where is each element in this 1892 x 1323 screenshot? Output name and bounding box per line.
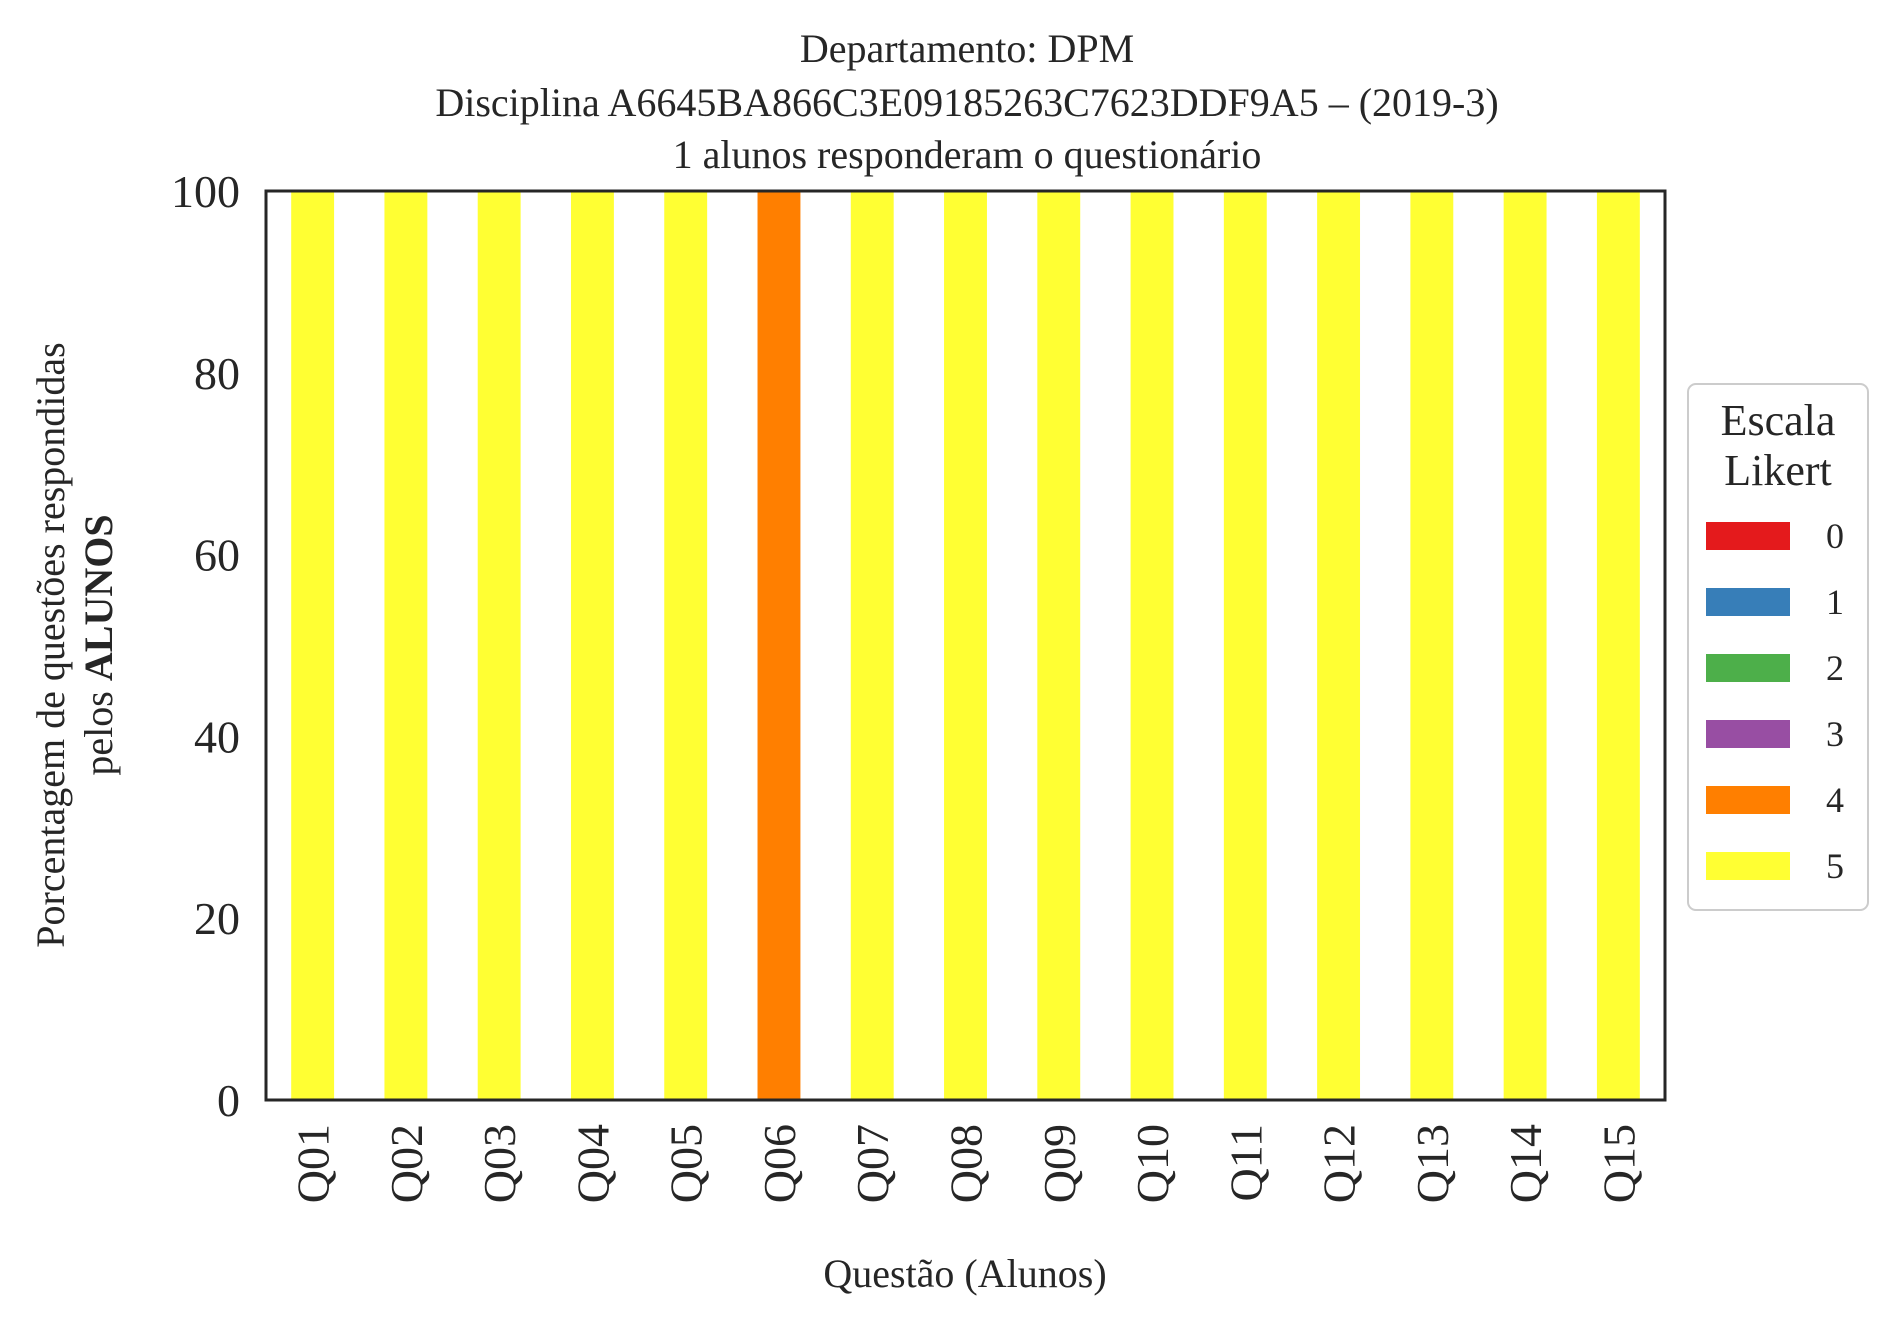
legend-label-2: 2 bbox=[1826, 648, 1844, 688]
y-axis-label-prefix: pelos bbox=[76, 681, 121, 775]
chart-title: Departamento: DPM Disciplina A6645BA866C… bbox=[435, 26, 1498, 177]
y-axis-label-bold: ALUNOS bbox=[76, 514, 121, 681]
title-line-3: 1 alunos responderam o questionário bbox=[673, 132, 1262, 177]
x-tick-label: Q09 bbox=[1034, 1124, 1085, 1203]
legend-swatch-4 bbox=[1706, 786, 1790, 814]
x-tick-label: Q07 bbox=[847, 1124, 898, 1203]
legend-label-0: 0 bbox=[1826, 516, 1844, 556]
legend-title-line-1: Escala bbox=[1721, 396, 1836, 445]
y-axis-label-line-2: pelos ALUNOS bbox=[76, 514, 121, 775]
bar-q03-level-5 bbox=[477, 191, 521, 1100]
legend-label-3: 3 bbox=[1826, 714, 1844, 754]
bar-q15-level-5 bbox=[1596, 191, 1640, 1100]
bar-q05-level-5 bbox=[664, 191, 708, 1100]
legend: Escala Likert 0 1 2 3 4 5 bbox=[1687, 383, 1869, 911]
legend-swatch-3 bbox=[1706, 720, 1790, 748]
title-line-1: Departamento: DPM bbox=[800, 26, 1134, 71]
y-tick-label: 0 bbox=[217, 1075, 240, 1126]
plot-frame bbox=[264, 189, 1667, 1102]
bars-group bbox=[291, 191, 1640, 1100]
bar-q09-level-5 bbox=[1037, 191, 1081, 1100]
legend-items: 0 1 2 3 4 5 bbox=[1706, 516, 1844, 886]
bar-q13-level-5 bbox=[1410, 191, 1454, 1100]
x-tick-label: Q02 bbox=[381, 1124, 432, 1203]
legend-label-5: 5 bbox=[1826, 846, 1844, 886]
x-tick-label: Q01 bbox=[288, 1124, 339, 1203]
y-axis-label: Porcentagem de questões respondidas pelo… bbox=[28, 342, 121, 947]
x-tick-label: Q05 bbox=[661, 1124, 712, 1203]
bar-q08-level-5 bbox=[944, 191, 987, 1100]
legend-frame bbox=[1687, 383, 1869, 911]
x-tick-label: Q15 bbox=[1593, 1124, 1644, 1203]
legend-label-1: 1 bbox=[1826, 582, 1844, 622]
x-tick-label: Q08 bbox=[941, 1124, 992, 1203]
legend-swatch-2 bbox=[1706, 654, 1790, 682]
x-tick-label: Q03 bbox=[474, 1124, 525, 1203]
x-tick-label: Q04 bbox=[567, 1124, 618, 1203]
y-axis-label-line-1: Porcentagem de questões respondidas bbox=[28, 342, 73, 947]
y-tick-label: 80 bbox=[194, 348, 240, 399]
bar-q04-level-5 bbox=[570, 191, 614, 1100]
y-tick-label: 40 bbox=[194, 711, 240, 762]
bar-q11-level-5 bbox=[1223, 191, 1267, 1100]
x-tick-labels: Q01 Q02 Q03 Q04 Q05 Q06 Q07 Q08 Q09 Q10 Q11 Q12 Q13 Q… bbox=[288, 1124, 1645, 1203]
legend-title-line-2: Likert bbox=[1724, 446, 1832, 495]
bar-q02-level-5 bbox=[384, 191, 428, 1100]
y-tick-labels: 0 20 40 60 80 100 bbox=[171, 166, 240, 1126]
x-tick-label: Q12 bbox=[1314, 1124, 1365, 1203]
title-line-2: Disciplina A6645BA866C3E09185263C7623DDF… bbox=[435, 80, 1498, 125]
bar-q01-level-5 bbox=[291, 191, 335, 1100]
y-tick-label: 100 bbox=[171, 166, 240, 217]
y-tick-label: 60 bbox=[194, 530, 240, 581]
x-tick-label: Q14 bbox=[1500, 1124, 1551, 1203]
x-tick-label: Q11 bbox=[1220, 1124, 1271, 1202]
y-tick-label: 20 bbox=[194, 893, 240, 944]
bar-q14-level-5 bbox=[1503, 191, 1547, 1100]
bar-q12-level-5 bbox=[1317, 191, 1361, 1100]
bar-q07-level-5 bbox=[850, 191, 894, 1100]
bar-q10-level-5 bbox=[1130, 191, 1174, 1100]
x-tick-label: Q13 bbox=[1407, 1124, 1458, 1203]
x-tick-label: Q10 bbox=[1127, 1124, 1178, 1203]
bar-q06-level-4 bbox=[757, 191, 801, 1100]
legend-swatch-0 bbox=[1706, 522, 1790, 550]
x-tick-label: Q06 bbox=[754, 1124, 805, 1203]
legend-swatch-1 bbox=[1706, 588, 1790, 616]
x-axis-label: Questão (Alunos) bbox=[823, 1251, 1106, 1296]
legend-label-4: 4 bbox=[1826, 780, 1844, 820]
legend-swatch-5 bbox=[1706, 852, 1790, 880]
